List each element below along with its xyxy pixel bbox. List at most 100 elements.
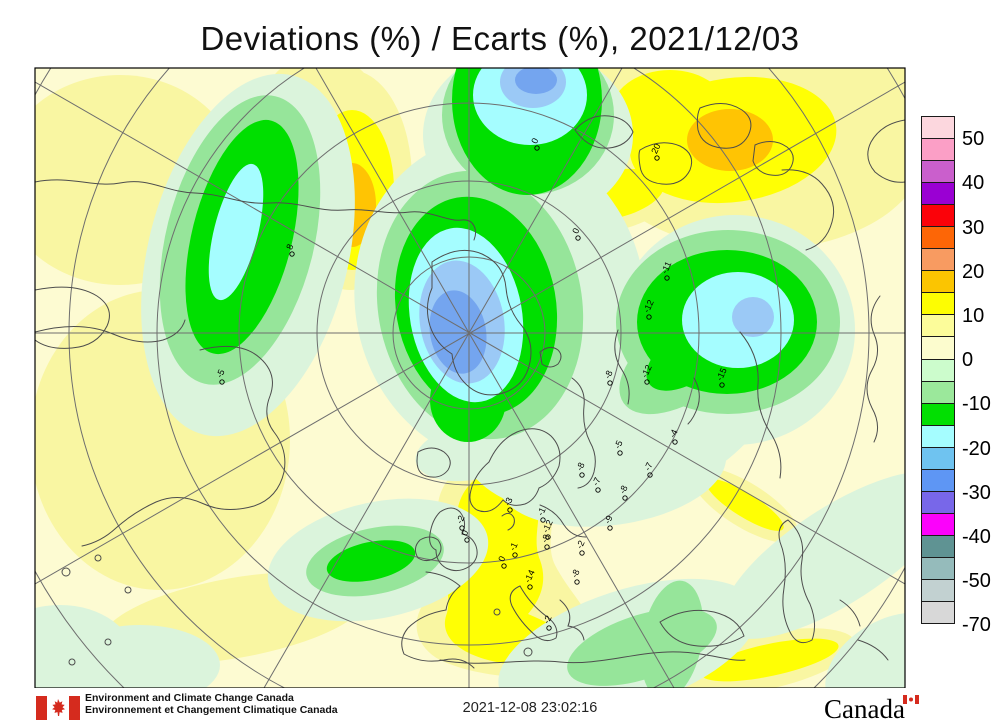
colorbar-cell	[921, 336, 955, 360]
colorbar-cell	[921, 248, 955, 272]
colorbar-cells	[921, 116, 955, 625]
org-name-en: Environment and Climate Change Canada	[85, 692, 294, 704]
colorbar-label: -50	[962, 570, 991, 593]
station-marker: -7	[590, 476, 603, 493]
svg-text:-12: -12	[639, 363, 654, 379]
station-marker: -8	[602, 369, 615, 386]
colorbar-label: 40	[962, 172, 985, 195]
colorbar-cell	[921, 380, 955, 404]
svg-text:8: 8	[284, 243, 295, 252]
station-marker: 8	[284, 243, 295, 257]
colorbar-cell	[921, 226, 955, 250]
colorbar-cell	[921, 160, 955, 184]
svg-text:-8: -8	[569, 568, 581, 579]
graticule	[35, 68, 905, 688]
station-marker: -14	[522, 568, 537, 590]
svg-text:-5: -5	[612, 439, 624, 450]
svg-text:-2: -2	[541, 614, 553, 625]
deviation-field	[35, 68, 905, 688]
svg-text:-12: -12	[641, 298, 656, 314]
svg-text:-2: -2	[574, 539, 586, 550]
colorbar-cell	[921, 490, 955, 514]
station-marker: -5	[612, 439, 625, 456]
svg-text:-15: -15	[714, 366, 729, 382]
footer: Environment and Climate Change Canada En…	[0, 688, 1000, 726]
station-marker: -8	[617, 484, 630, 501]
station-marker: -2	[574, 539, 587, 556]
svg-text:-1: -1	[507, 541, 519, 552]
colorbar-label: 10	[962, 304, 985, 327]
station-marker: 20	[649, 142, 663, 161]
generation-timestamp: 2021-12-08 23:02:16	[462, 700, 598, 716]
station-marker: 0	[496, 555, 507, 569]
svg-text:-4: -4	[667, 428, 679, 439]
station-marker: -5	[214, 368, 227, 385]
colorbar-cell	[921, 578, 955, 603]
svg-text:-5: -5	[214, 368, 226, 379]
colorbar-cell	[921, 601, 955, 625]
station-marker: -12	[540, 518, 555, 540]
station-marker: -1	[507, 541, 520, 558]
colorbar-label: 30	[962, 216, 985, 239]
colorbar-cell	[921, 182, 955, 206]
svg-text:-8: -8	[602, 369, 614, 380]
station-marker: -8	[539, 533, 552, 550]
colorbar-cell	[921, 446, 955, 470]
station-marker: -15	[714, 366, 729, 388]
colorbar-cell	[921, 512, 955, 536]
colorbar-label: -10	[962, 393, 991, 416]
svg-text:-8: -8	[539, 533, 551, 544]
colorbar-cell	[921, 534, 955, 558]
org-name: Environment and Climate Change Canada En…	[85, 692, 338, 716]
svg-text:0: 0	[570, 227, 581, 236]
station-marker: 0	[459, 529, 470, 543]
svg-text:-7: -7	[590, 476, 602, 487]
colorbar-cell	[921, 358, 955, 382]
station-marker: -2	[541, 614, 554, 631]
svg-text:-1: -1	[535, 506, 547, 517]
station-marker: -8	[569, 568, 582, 585]
colorbar-cell	[921, 116, 955, 140]
svg-text:-12: -12	[540, 518, 555, 534]
wordmark-flag-icon	[903, 695, 919, 704]
station-marker: -12	[641, 298, 656, 320]
colorbar-labels: 50 40 30 20 10 0 -10 -20 -30 -40 -50 -70	[962, 117, 1000, 648]
station-marker: -7	[642, 461, 655, 478]
station-marker: -8	[574, 461, 587, 478]
station-marker: -12	[639, 363, 654, 385]
svg-text:-7: -7	[642, 461, 654, 472]
station-marker: -4	[667, 428, 680, 445]
colorbar-label: -20	[962, 437, 991, 460]
svg-text:20: 20	[649, 142, 662, 155]
colorbar-cell	[921, 556, 955, 580]
org-name-fr: Environnement et Changement Climatique C…	[85, 703, 338, 716]
canada-flag-icon	[36, 696, 80, 720]
colorbar-label: -40	[962, 525, 991, 548]
svg-text:-9: -9	[602, 514, 614, 525]
station-marker: 0	[529, 137, 540, 151]
colorbar-cell	[921, 270, 955, 294]
svg-text:0: 0	[496, 555, 507, 564]
colorbar	[921, 116, 955, 625]
station-marker: -2	[454, 514, 467, 531]
colorbar-label: 50	[962, 128, 985, 151]
canada-wordmark: Canada	[824, 694, 919, 725]
svg-text:-8: -8	[617, 484, 629, 495]
svg-text:-14: -14	[522, 568, 537, 584]
colorbar-cell	[921, 468, 955, 492]
station-marker: -11	[659, 260, 673, 281]
map-title: Deviations (%) / Ecarts (%), 2021/12/03	[200, 20, 800, 57]
colorbar-label: -70	[962, 614, 991, 637]
colorbar-label: -30	[962, 481, 991, 504]
svg-text:-2: -2	[454, 514, 466, 525]
station-marker: 0	[570, 227, 581, 241]
svg-text:-11: -11	[659, 260, 673, 275]
colorbar-cell	[921, 292, 955, 316]
station-marker: -1	[535, 506, 548, 523]
canada-wordmark-text: Canada	[824, 694, 905, 724]
station-marker: -9	[602, 514, 615, 531]
svg-text:-8: -8	[574, 461, 586, 472]
svg-text:-3: -3	[502, 496, 514, 507]
